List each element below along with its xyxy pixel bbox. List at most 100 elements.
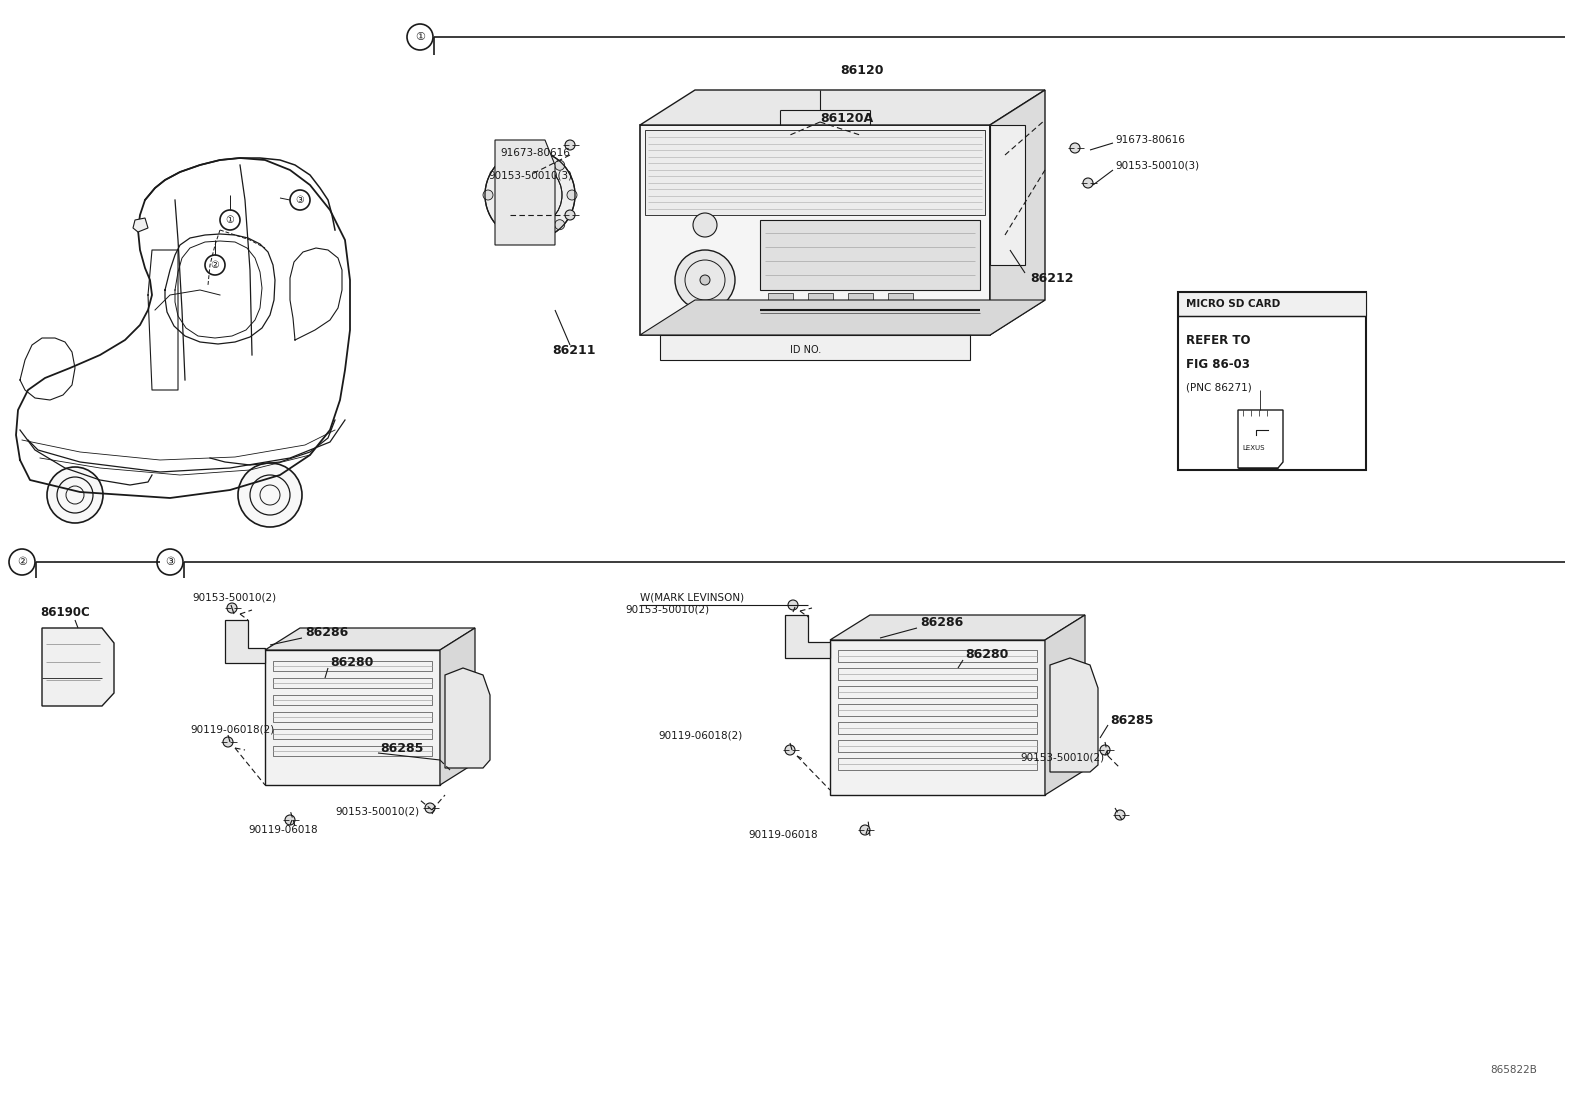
Bar bbox=[272, 660, 431, 671]
Text: 86280: 86280 bbox=[330, 656, 374, 669]
Text: 90153-50010(2): 90153-50010(2) bbox=[334, 807, 419, 817]
Circle shape bbox=[1070, 143, 1079, 153]
Circle shape bbox=[495, 160, 505, 170]
Bar bbox=[272, 678, 431, 688]
Bar bbox=[272, 729, 431, 739]
Polygon shape bbox=[439, 628, 474, 785]
Polygon shape bbox=[224, 620, 264, 663]
Circle shape bbox=[462, 684, 473, 696]
Polygon shape bbox=[1044, 615, 1086, 795]
Circle shape bbox=[486, 149, 575, 240]
Circle shape bbox=[525, 232, 535, 242]
Text: 91673-80616: 91673-80616 bbox=[500, 148, 570, 158]
Bar bbox=[1178, 292, 1366, 470]
Text: 86286: 86286 bbox=[920, 617, 963, 630]
Text: (PNC 86271): (PNC 86271) bbox=[1186, 382, 1251, 392]
Circle shape bbox=[10, 550, 35, 575]
Bar bbox=[780, 340, 965, 358]
Circle shape bbox=[1000, 212, 1016, 227]
Circle shape bbox=[462, 739, 473, 751]
Polygon shape bbox=[264, 628, 474, 650]
Bar bbox=[640, 125, 990, 335]
Polygon shape bbox=[41, 628, 115, 706]
Circle shape bbox=[1100, 745, 1110, 755]
Text: ②: ② bbox=[18, 557, 27, 567]
Circle shape bbox=[237, 463, 302, 528]
Circle shape bbox=[565, 210, 575, 220]
Circle shape bbox=[1083, 178, 1094, 188]
Polygon shape bbox=[661, 335, 970, 360]
Bar bbox=[272, 695, 431, 704]
Text: LEXUS: LEXUS bbox=[1242, 445, 1264, 451]
Circle shape bbox=[554, 220, 565, 230]
Text: 91673-80616: 91673-80616 bbox=[1114, 135, 1184, 145]
Text: 86120A: 86120A bbox=[820, 111, 872, 124]
Polygon shape bbox=[990, 125, 1025, 265]
Circle shape bbox=[788, 600, 798, 610]
Circle shape bbox=[1000, 142, 1016, 158]
Circle shape bbox=[205, 255, 224, 275]
Bar bbox=[837, 740, 1036, 752]
Polygon shape bbox=[134, 218, 148, 232]
Bar bbox=[1178, 292, 1366, 317]
Circle shape bbox=[425, 803, 435, 813]
Text: ①: ① bbox=[416, 32, 425, 42]
Circle shape bbox=[567, 190, 576, 200]
Bar bbox=[645, 130, 985, 215]
Text: 90119-06018: 90119-06018 bbox=[748, 830, 818, 840]
Text: 90119-06018(2): 90119-06018(2) bbox=[657, 730, 742, 740]
Bar bbox=[759, 220, 981, 290]
Text: 86120: 86120 bbox=[841, 64, 884, 77]
Text: 86285: 86285 bbox=[380, 742, 423, 755]
Circle shape bbox=[231, 628, 240, 637]
Circle shape bbox=[285, 815, 295, 825]
Circle shape bbox=[554, 160, 565, 170]
Circle shape bbox=[1000, 242, 1016, 258]
Circle shape bbox=[228, 603, 237, 613]
Text: REFER TO: REFER TO bbox=[1186, 333, 1250, 346]
Bar bbox=[837, 704, 1036, 717]
Bar bbox=[837, 722, 1036, 734]
Bar bbox=[888, 293, 912, 306]
Circle shape bbox=[525, 148, 535, 158]
Circle shape bbox=[48, 467, 103, 523]
Circle shape bbox=[1000, 177, 1016, 193]
Circle shape bbox=[565, 140, 575, 149]
Text: 86286: 86286 bbox=[306, 626, 349, 640]
Polygon shape bbox=[829, 615, 1086, 640]
Text: FIG 86-03: FIG 86-03 bbox=[1186, 357, 1250, 370]
Text: 90153-50010(3): 90153-50010(3) bbox=[489, 170, 572, 180]
Text: W(MARK LEVINSON): W(MARK LEVINSON) bbox=[640, 593, 743, 603]
Circle shape bbox=[290, 190, 310, 210]
Text: 86212: 86212 bbox=[1030, 271, 1073, 285]
Text: ID NO.: ID NO. bbox=[790, 345, 821, 355]
Circle shape bbox=[675, 249, 736, 310]
Bar bbox=[767, 293, 793, 306]
Text: 90153-50010(2): 90153-50010(2) bbox=[626, 606, 708, 615]
Polygon shape bbox=[640, 300, 1044, 335]
Polygon shape bbox=[446, 668, 490, 768]
Text: 86280: 86280 bbox=[965, 648, 1008, 662]
Polygon shape bbox=[990, 90, 1044, 335]
Circle shape bbox=[231, 650, 240, 660]
Circle shape bbox=[860, 825, 869, 835]
Text: 90153-50010(2): 90153-50010(2) bbox=[193, 593, 275, 603]
Bar bbox=[837, 686, 1036, 698]
Text: ①: ① bbox=[226, 215, 234, 225]
Polygon shape bbox=[1051, 658, 1098, 771]
Polygon shape bbox=[640, 90, 1044, 125]
Bar bbox=[837, 650, 1036, 662]
Circle shape bbox=[791, 645, 802, 655]
Circle shape bbox=[785, 745, 794, 755]
Bar bbox=[272, 712, 431, 722]
Circle shape bbox=[700, 275, 710, 285]
Bar bbox=[837, 758, 1036, 770]
Text: 90153-50010(2): 90153-50010(2) bbox=[1020, 753, 1105, 763]
Circle shape bbox=[791, 623, 802, 633]
Circle shape bbox=[220, 210, 240, 230]
Circle shape bbox=[495, 220, 505, 230]
Circle shape bbox=[223, 737, 232, 747]
Circle shape bbox=[513, 177, 548, 213]
Bar bbox=[829, 640, 1044, 795]
Bar bbox=[264, 650, 439, 785]
